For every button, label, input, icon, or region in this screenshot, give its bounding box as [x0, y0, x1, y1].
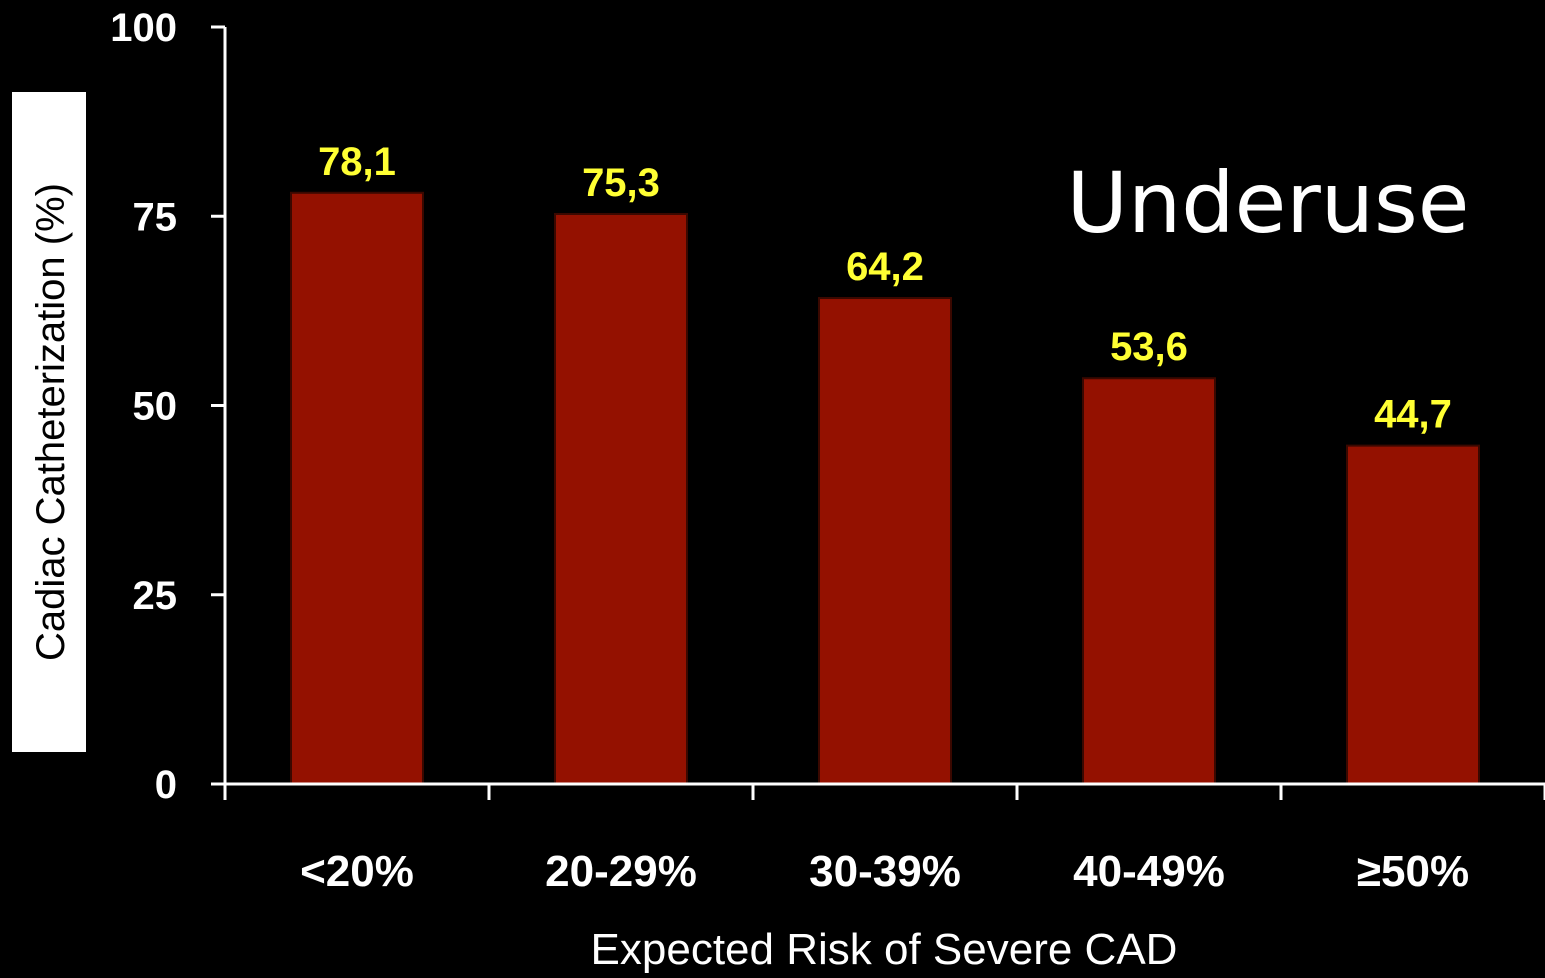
x-tick-label: ≥50%: [1357, 847, 1469, 896]
bar-value-label: 78,1: [318, 140, 396, 184]
bar-value-label: 75,3: [582, 161, 660, 205]
bar-value-label: 44,7: [1374, 393, 1452, 437]
underuse-annotation: Underuse: [1067, 154, 1470, 252]
x-tick-label: <20%: [300, 847, 414, 896]
y-tick-label: 50: [133, 385, 178, 429]
bar-value-label: 64,2: [846, 245, 924, 289]
x-axis-label: Expected Risk of Severe CAD: [591, 925, 1178, 974]
x-tick-label: 40-49%: [1073, 847, 1225, 896]
bar: [818, 297, 952, 785]
y-axis-label: Cadiac Catheterization (%): [29, 183, 73, 661]
x-tick-label: 30-39%: [809, 847, 961, 896]
y-tick-label: 100: [110, 6, 177, 50]
axes-group: 0 25 50 75 100: [110, 6, 1545, 807]
bar: [554, 212, 688, 785]
bar: [290, 191, 424, 785]
ylabel-background: [12, 92, 86, 752]
y-tick-label: 75: [133, 195, 178, 239]
bar: [1082, 377, 1216, 785]
y-tick-label: 25: [133, 574, 178, 618]
bars-group: [290, 191, 1480, 785]
x-tick-label: 20-29%: [545, 847, 697, 896]
bar: [1346, 444, 1480, 785]
bar-value-label: 53,6: [1110, 325, 1188, 369]
data-labels-group: 78,1 <20% 75,3 20-29% 64,2 30-39% 53,6 40-49% 44…: [300, 140, 1469, 896]
y-tick-label: 0: [155, 763, 177, 807]
